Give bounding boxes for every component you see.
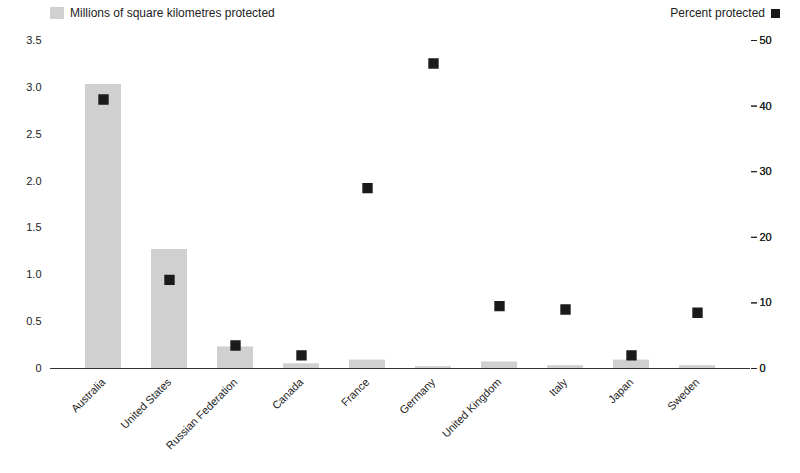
svg-text:2.0: 2.0: [26, 175, 41, 187]
svg-text:0: 0: [35, 362, 41, 374]
svg-text:3.5: 3.5: [26, 34, 41, 46]
svg-text:2.5: 2.5: [26, 128, 41, 140]
svg-text:1.0: 1.0: [26, 268, 41, 280]
svg-text:50: 50: [760, 34, 772, 46]
svg-text:Japan: Japan: [606, 376, 636, 406]
html-text:Percent protected: Percent protected: [670, 6, 765, 20]
svg-text:0.5: 0.5: [26, 315, 41, 327]
svg-text:50: 50: [760, 34, 772, 46]
svg-text:0: 0: [760, 362, 766, 374]
svg-text:1.5: 1.5: [26, 221, 41, 233]
svg-text:France: France: [339, 376, 372, 409]
svg-text:40: 40: [760, 100, 772, 112]
svg-text:30: 30: [760, 165, 772, 177]
svg-text:Sweden: Sweden: [665, 376, 702, 413]
svg-text:Australia: Australia: [69, 375, 108, 414]
svg-text:3.0: 3.0: [26, 81, 41, 93]
svg-text:United States: United States: [118, 375, 174, 431]
svg-text:20: 20: [760, 231, 772, 243]
svg-text:10: 10: [760, 296, 772, 308]
svg-text:United Kingdom: United Kingdom: [440, 376, 504, 440]
svg-text:20: 20: [760, 231, 772, 243]
svg-text:Italy: Italy: [547, 375, 570, 398]
svg-text:10: 10: [760, 296, 772, 308]
svg-text:Germany: Germany: [397, 375, 438, 416]
svg-text:Canada: Canada: [270, 375, 306, 411]
svg-text:40: 40: [760, 100, 772, 112]
svg-text:30: 30: [760, 165, 772, 177]
html-text:Millions of square kilometres: Millions of square kilometres protected: [70, 6, 275, 20]
svg-text:Russian Federation: Russian Federation: [163, 376, 239, 452]
svg-text:0: 0: [760, 362, 766, 374]
